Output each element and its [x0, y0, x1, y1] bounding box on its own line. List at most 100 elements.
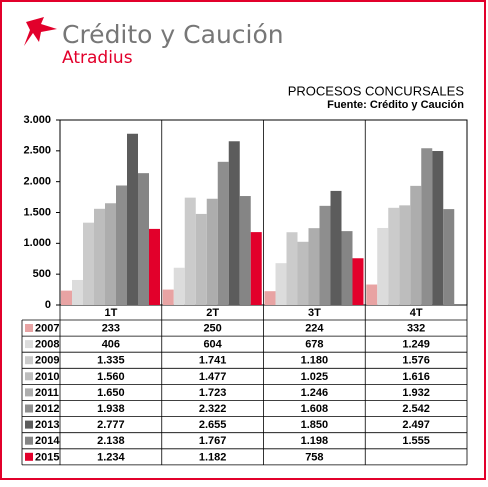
legend-swatch — [25, 356, 33, 365]
logo-icon — [24, 17, 57, 46]
table-cell: 1.246 — [301, 387, 329, 399]
table-cell: 604 — [203, 339, 222, 351]
table-cell: 1.850 — [301, 419, 329, 431]
bar — [83, 222, 94, 305]
y-tick-label: 0 — [45, 299, 51, 311]
table-cell: 2.497 — [402, 419, 430, 431]
chart-subtitle: Fuente: Crédito y Caución — [327, 99, 464, 111]
legend-label: 2012 — [35, 403, 59, 415]
bar — [341, 231, 353, 305]
bar — [410, 185, 422, 305]
bar — [286, 232, 298, 305]
bar — [94, 208, 105, 305]
legend-swatch — [25, 436, 33, 445]
table-cell: 1.608 — [301, 403, 329, 415]
table-cell: 1.616 — [402, 371, 430, 383]
bar — [138, 173, 149, 305]
bar — [149, 228, 160, 305]
legend-label: 2015 — [35, 451, 59, 463]
table-cell: 1.025 — [301, 371, 329, 383]
bar — [250, 232, 262, 305]
table-cell: 1.560 — [97, 371, 125, 383]
bar — [432, 151, 444, 305]
table-cell: 250 — [203, 322, 221, 334]
legend-swatch — [25, 340, 33, 349]
table-cell: 1.182 — [199, 451, 227, 463]
table-cell: 2.542 — [402, 403, 430, 415]
table-cell: 224 — [305, 322, 324, 334]
table-cell: 2.655 — [199, 419, 227, 431]
table-cell: 1.180 — [301, 355, 329, 367]
table-cell: 1.249 — [402, 339, 430, 351]
y-tick-label: 500 — [33, 268, 51, 280]
legend-label: 2011 — [35, 387, 59, 399]
table-cell: 406 — [102, 339, 120, 351]
bar — [352, 258, 364, 305]
table-cell: 1.198 — [301, 435, 329, 447]
bar — [173, 267, 185, 305]
table-cell: 1.477 — [199, 371, 227, 383]
y-tick-label: 1.500 — [23, 206, 51, 218]
bar — [105, 203, 116, 305]
legend-label: 2009 — [35, 355, 59, 367]
bar — [206, 198, 218, 305]
bar — [319, 205, 331, 305]
table-cell: 1.555 — [402, 435, 430, 447]
table-cell: 1.234 — [97, 451, 125, 463]
y-tick-label: 1.000 — [23, 237, 51, 249]
bar — [184, 197, 196, 305]
table-cell: 2.322 — [199, 403, 227, 415]
bar — [366, 284, 378, 305]
bar — [330, 190, 342, 305]
bar — [399, 205, 411, 305]
legend-swatch — [25, 324, 33, 332]
bar — [72, 279, 83, 305]
bar — [61, 290, 72, 305]
y-tick-label: 2.500 — [23, 145, 51, 157]
table-cell: 1.723 — [199, 387, 227, 399]
legend-label: 2013 — [35, 419, 59, 431]
bar — [116, 185, 127, 305]
table-cell: 2.777 — [97, 419, 125, 431]
bar — [308, 228, 320, 305]
table-cell: 233 — [102, 322, 120, 334]
bar — [275, 263, 287, 305]
bar — [162, 289, 174, 305]
bar — [264, 291, 276, 305]
bar — [377, 227, 389, 305]
table-cell: 1.767 — [199, 435, 227, 447]
table-cell: 1.741 — [199, 355, 227, 367]
bar — [421, 148, 433, 305]
table-cell: 2.138 — [97, 435, 125, 447]
table-cell: 1.938 — [97, 403, 125, 415]
logo-name: Crédito y Caución — [62, 20, 284, 49]
bar — [297, 241, 309, 305]
table-cell: 758 — [305, 451, 323, 463]
logo-sub: Atradius — [62, 48, 133, 68]
bar — [239, 196, 251, 305]
legend-swatch — [25, 372, 33, 381]
legend-label: 2008 — [35, 339, 59, 351]
chart-title: PROCESOS CONCURSALES — [288, 83, 465, 98]
table-cell: 1.576 — [402, 355, 430, 367]
legend-swatch — [25, 388, 33, 397]
legend-label: 2014 — [35, 435, 60, 447]
legend-swatch — [25, 420, 33, 429]
table-cell: 678 — [305, 339, 323, 351]
y-tick-label: 2.000 — [23, 176, 51, 188]
x-tick-label: 2T — [206, 307, 219, 319]
table-cell: 1.650 — [97, 387, 125, 399]
y-tick-label: 3.000 — [23, 114, 51, 126]
bar — [127, 133, 138, 305]
bar — [388, 207, 400, 305]
x-tick-label: 1T — [104, 307, 117, 319]
bar — [443, 209, 455, 305]
table-cell: 1.932 — [402, 387, 430, 399]
table-cell: 332 — [407, 322, 425, 334]
bar — [228, 141, 240, 305]
x-tick-label: 4T — [410, 307, 423, 319]
table-cell: 1.335 — [97, 355, 125, 367]
legend-swatch — [25, 404, 33, 413]
x-tick-label: 3T — [308, 307, 321, 319]
